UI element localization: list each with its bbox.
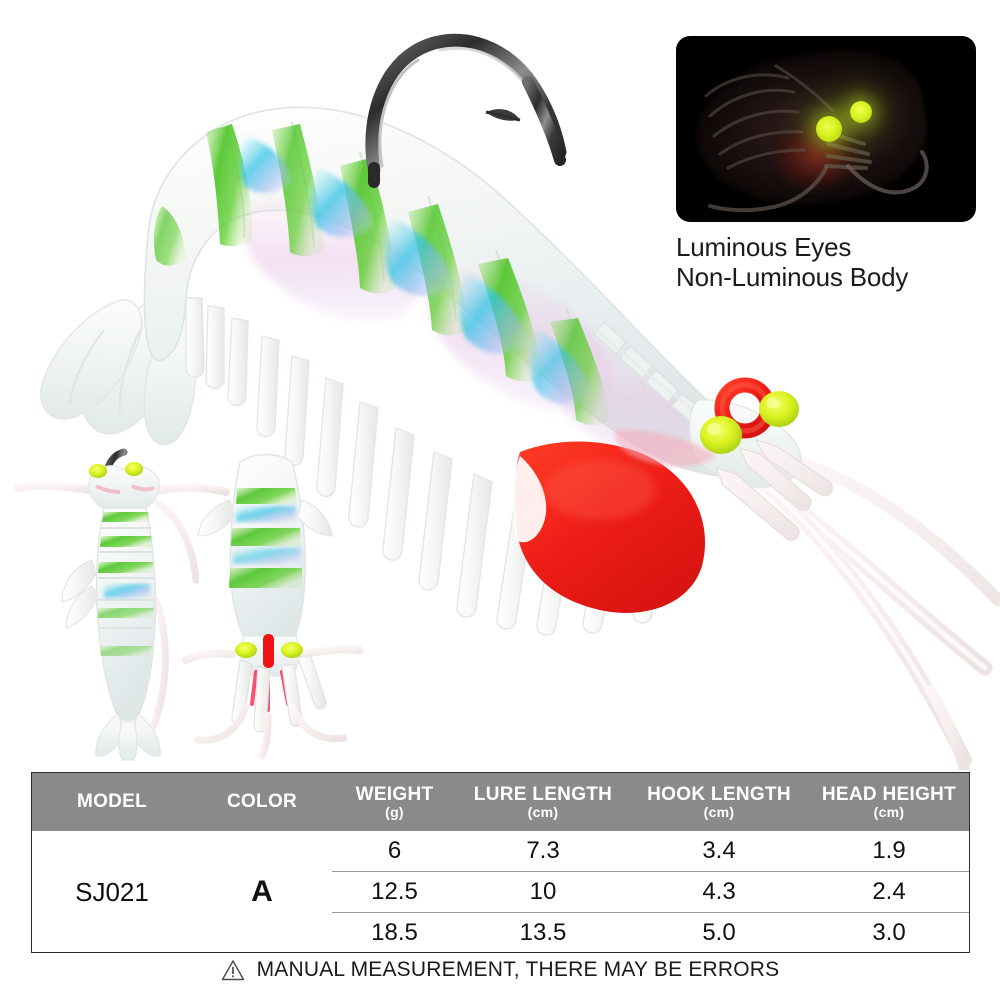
luminous-demo-photo — [676, 36, 976, 222]
table-row: 6 7.3 3.4 1.9 — [332, 831, 969, 871]
cell-color-value: A — [251, 875, 273, 908]
cell-hook-length: 3.4 — [702, 837, 736, 864]
body-iridescent-shimmer — [239, 136, 592, 405]
product-photo: Luminous Eyes Non-Luminous Body — [14, 33, 1000, 770]
cell-lure-length: 10 — [529, 878, 557, 905]
header-color: COLOR — [226, 791, 298, 813]
disclaimer-text: MANUAL MEASUREMENT, THERE MAY BE ERRORS — [256, 958, 780, 981]
head-group — [615, 377, 834, 541]
red-claw — [513, 441, 706, 613]
header-weight: WEIGHT (g) — [355, 784, 434, 820]
cell-hook-length: 5.0 — [702, 919, 736, 946]
dark-lure-outline — [704, 64, 929, 213]
stray-antenna — [924, 684, 970, 770]
small-lure-center — [182, 453, 364, 760]
antennae-group — [737, 449, 1000, 767]
table-row: 12.5 10 4.3 2.4 — [332, 871, 969, 912]
header-lure-length: LURE LENGTH (cm) — [473, 784, 613, 820]
cell-model-value: SJ021 — [75, 876, 149, 907]
cell-lure-length: 7.3 — [526, 837, 560, 864]
cell-head-height: 1.9 — [872, 837, 906, 864]
caption-line-2: Non-Luminous Body — [676, 262, 909, 293]
shrimp-lure-illustration — [14, 33, 1000, 770]
main-hook — [365, 33, 567, 188]
cell-weight: 18.5 — [371, 919, 418, 946]
header-hook-length: HOOK LENGTH (cm) — [647, 784, 791, 820]
table-header-row: MODEL COLOR WEIGHT (g) LURE LENGTH (cm) … — [32, 773, 969, 831]
lure-body — [143, 106, 761, 477]
cell-hook-length: 4.3 — [702, 878, 736, 905]
glow-eye-left — [816, 116, 842, 142]
table-measure-rows: 6 7.3 3.4 1.9 12.5 10 4.3 2.4 18.5 13.5 … — [332, 831, 969, 953]
caption-line-1: Luminous Eyes — [676, 232, 852, 262]
measurement-disclaimer: MANUAL MEASUREMENT, THERE MAY BE ERRORS — [0, 958, 1000, 982]
cell-weight: 12.5 — [371, 878, 418, 905]
spec-table: MODEL COLOR WEIGHT (g) LURE LENGTH (cm) … — [31, 772, 970, 953]
luminous-eyes — [700, 391, 799, 454]
header-head-height: HEAD HEIGHT (cm) — [821, 784, 957, 820]
small-lure-left — [14, 448, 230, 761]
cell-head-height: 2.4 — [872, 878, 906, 905]
warning-triangle-icon — [221, 960, 244, 981]
table-row: 18.5 13.5 5.0 3.0 — [332, 912, 969, 953]
glow-eye-right — [850, 101, 872, 123]
cell-lure-length: 13.5 — [519, 919, 567, 946]
luminous-caption: Luminous Eyes Non-Luminous Body — [676, 232, 996, 292]
cell-weight: 6 — [387, 837, 402, 864]
cell-head-height: 3.0 — [872, 919, 906, 946]
table-body: SJ021 A 6 7.3 3.4 1.9 12.5 10 4.3 2.4 18… — [32, 831, 969, 953]
header-model: MODEL — [76, 791, 148, 813]
